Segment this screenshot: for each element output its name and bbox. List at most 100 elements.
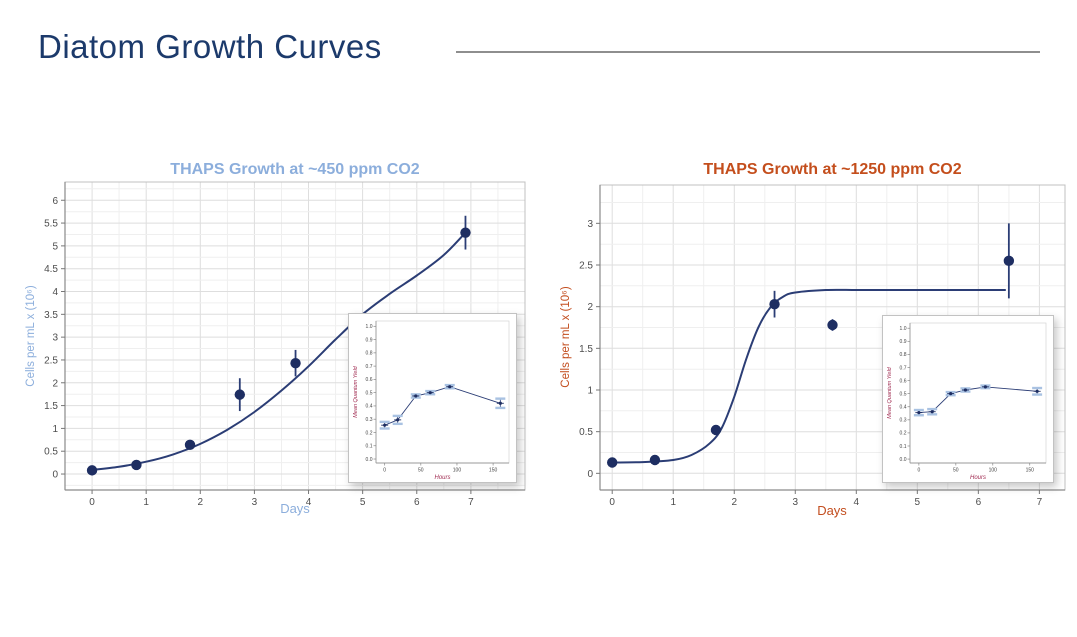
- svg-text:0.9: 0.9: [900, 339, 907, 345]
- svg-text:4: 4: [52, 287, 58, 298]
- chart-450ppm: THAPS Growth at ~450 ppm CO2 0 1 2 3 4 5 6 7 0 0.…: [20, 153, 560, 553]
- inset-axis-labels: Hours Mean Quantum Yield: [353, 365, 451, 481]
- svg-text:0.8: 0.8: [366, 351, 373, 357]
- svg-text:0.0: 0.0: [900, 457, 907, 463]
- svg-text:Mean Quantum Yield: Mean Quantum Yield: [353, 365, 359, 417]
- svg-text:0.4: 0.4: [900, 405, 907, 411]
- svg-text:5: 5: [915, 497, 921, 508]
- svg-text:0.2: 0.2: [366, 430, 373, 436]
- svg-text:6: 6: [52, 196, 58, 207]
- axis-labels: Days Cells per mL x (10⁶): [560, 286, 847, 518]
- svg-text:0: 0: [609, 497, 615, 508]
- svg-text:Hours: Hours: [970, 475, 986, 481]
- svg-text:100: 100: [989, 468, 998, 474]
- svg-text:0: 0: [917, 468, 920, 474]
- svg-text:2.5: 2.5: [579, 261, 593, 272]
- svg-text:Days: Days: [280, 501, 310, 516]
- svg-text:0.5: 0.5: [44, 447, 58, 458]
- svg-text:0.3: 0.3: [900, 418, 907, 424]
- svg-text:0.2: 0.2: [900, 431, 907, 437]
- inset-tick-labels: 0 50 100 150 0.0 0.1 0.2 0.3 0.4 0.5 0.6 0.7 0.8 0.9 1…: [900, 326, 1035, 473]
- svg-text:1: 1: [52, 424, 58, 435]
- svg-text:0.7: 0.7: [366, 364, 373, 370]
- svg-text:0.1: 0.1: [900, 444, 907, 450]
- chart-450ppm-title: THAPS Growth at ~450 ppm CO2: [170, 161, 420, 178]
- svg-text:0.7: 0.7: [900, 365, 907, 371]
- svg-text:Hours: Hours: [434, 475, 450, 481]
- svg-text:1: 1: [587, 386, 593, 397]
- svg-text:1.5: 1.5: [44, 401, 58, 412]
- axes: [599, 185, 1065, 491]
- svg-text:7: 7: [1037, 497, 1043, 508]
- svg-text:100: 100: [453, 468, 462, 474]
- svg-text:7: 7: [468, 497, 474, 508]
- data-points: [607, 255, 1015, 468]
- svg-text:Mean Quantum Yield: Mean Quantum Yield: [887, 366, 893, 418]
- svg-text:1.0: 1.0: [366, 324, 373, 330]
- svg-text:Cells per mL x (10⁶): Cells per mL x (10⁶): [25, 285, 37, 387]
- chart-1250ppm-title: THAPS Growth at ~1250 ppm CO2: [703, 161, 962, 178]
- svg-text:0.3: 0.3: [366, 417, 373, 423]
- svg-text:3.5: 3.5: [44, 310, 58, 321]
- svg-text:3: 3: [252, 497, 258, 508]
- svg-text:0.0: 0.0: [366, 457, 373, 463]
- svg-text:4: 4: [854, 497, 860, 508]
- svg-text:0: 0: [587, 469, 593, 480]
- svg-text:50: 50: [418, 468, 424, 474]
- svg-text:2: 2: [52, 378, 58, 389]
- svg-text:1.0: 1.0: [900, 326, 907, 332]
- svg-text:1.5: 1.5: [579, 344, 593, 355]
- svg-text:4: 4: [306, 497, 312, 508]
- title-rule: [456, 51, 1040, 53]
- fit-curve: [91, 231, 467, 471]
- data-points: [86, 227, 471, 476]
- svg-text:0: 0: [383, 468, 386, 474]
- svg-text:5: 5: [52, 241, 58, 252]
- svg-text:0: 0: [52, 470, 58, 481]
- inset-data-points: [381, 385, 504, 427]
- inset-data-points: [915, 385, 1041, 415]
- svg-text:1: 1: [670, 497, 676, 508]
- svg-text:150: 150: [489, 468, 498, 474]
- svg-text:0.5: 0.5: [900, 391, 907, 397]
- svg-text:150: 150: [1026, 468, 1035, 474]
- svg-text:4.5: 4.5: [44, 264, 58, 275]
- svg-text:0.8: 0.8: [900, 352, 907, 358]
- page-title: Diatom Growth Curves: [38, 28, 382, 65]
- svg-text:0.5: 0.5: [366, 390, 373, 396]
- svg-text:0.6: 0.6: [900, 378, 907, 384]
- svg-text:0: 0: [89, 497, 95, 508]
- svg-text:2.5: 2.5: [44, 355, 58, 366]
- inset-line: [384, 386, 501, 426]
- svg-text:0.4: 0.4: [366, 404, 373, 410]
- svg-text:0.1: 0.1: [366, 444, 373, 450]
- svg-text:0.6: 0.6: [366, 377, 373, 383]
- tick-labels: 0 1 2 3 4 5 6 7 0 0.5 1 1.5 2 2.5 3: [579, 219, 1042, 508]
- svg-text:0.5: 0.5: [579, 427, 593, 438]
- inset-tick-labels: 0 50 100 150 0.0 0.1 0.2 0.3 0.4 0.5 0.6 0.7 0.8 0.9 1…: [366, 324, 498, 473]
- chart-450ppm-quantum-yield-inset: 0 50 100 150 0.0 0.1 0.2 0.3 0.4 0.5 0.6 0.7 0.8 0.9 1…: [348, 313, 517, 483]
- svg-text:6: 6: [976, 497, 982, 508]
- svg-text:3: 3: [587, 219, 593, 230]
- svg-text:5.5: 5.5: [44, 219, 58, 230]
- svg-text:2: 2: [587, 302, 593, 313]
- svg-text:2: 2: [198, 497, 204, 508]
- inset-panel: [909, 322, 1047, 464]
- svg-text:Cells per mL x (10⁶): Cells per mL x (10⁶): [560, 286, 572, 388]
- svg-text:3: 3: [792, 497, 798, 508]
- svg-text:5: 5: [360, 497, 366, 508]
- chart-1250ppm-quantum-yield-inset: 0 50 100 150 0.0 0.1 0.2 0.3 0.4 0.5 0.6 0.7 0.8 0.9 1…: [882, 315, 1054, 483]
- axis-labels: Days Cells per mL x (10⁶): [25, 285, 310, 516]
- svg-text:3: 3: [52, 333, 58, 344]
- svg-text:6: 6: [414, 497, 420, 508]
- svg-text:50: 50: [953, 468, 959, 474]
- inset-panel: [375, 320, 510, 464]
- inset-0-svg: 0 50 100 150 0.0 0.1 0.2 0.3 0.4 0.5 0.6 0.7 0.8 0.9 1…: [353, 320, 510, 481]
- inset-1-svg: 0 50 100 150 0.0 0.1 0.2 0.3 0.4 0.5 0.6 0.7 0.8 0.9 1…: [887, 322, 1047, 481]
- svg-text:2: 2: [731, 497, 737, 508]
- svg-text:0.9: 0.9: [366, 337, 373, 343]
- tick-labels: 0 1 2 3 4 5 6 7 0 0.5 1 1.5 2 2.5 3 3.5 4 4.5 5 5.5 6: [44, 196, 474, 508]
- inset-axis-labels: Hours Mean Quantum Yield: [887, 366, 986, 481]
